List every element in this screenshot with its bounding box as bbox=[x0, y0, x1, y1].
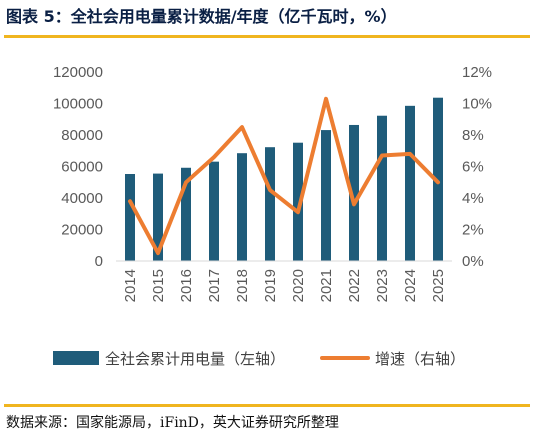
chart-title: 图表 5：全社会用电量累计数据/年度（亿千瓦时，%） bbox=[6, 7, 397, 26]
bar bbox=[321, 130, 331, 261]
x-axis-tick: 2021 bbox=[318, 269, 335, 302]
right-axis-tick: 8% bbox=[462, 127, 484, 144]
right-axis: 0% 2% 4% 6% 8% 10% 12% bbox=[462, 64, 492, 270]
source-note: 数据来源：国家能源局，iFinD，英大证券研究所整理 bbox=[6, 415, 339, 431]
source-divider bbox=[4, 404, 530, 407]
left-axis-tick: 60000 bbox=[61, 159, 103, 176]
x-axis-tick: 2019 bbox=[262, 269, 279, 302]
right-axis-tick: 12% bbox=[462, 64, 492, 81]
bar bbox=[237, 153, 247, 261]
x-axis-tick: 2025 bbox=[430, 269, 447, 302]
x-axis-tick: 2016 bbox=[178, 269, 195, 302]
legend-line-label: 增速（右轴） bbox=[375, 350, 465, 368]
bar bbox=[433, 97, 443, 261]
right-axis-tick: 4% bbox=[462, 190, 484, 207]
bar bbox=[377, 115, 387, 261]
line-series bbox=[128, 96, 440, 256]
left-axis-tick: 40000 bbox=[61, 190, 103, 207]
x-axis-tick: 2022 bbox=[346, 269, 363, 302]
bar bbox=[209, 161, 219, 261]
x-axis: 2014 2015 2016 2017 2018 2019 2020 2021 2022 2023… bbox=[122, 269, 447, 302]
right-axis-tick: 10% bbox=[462, 96, 492, 113]
left-axis-tick: 80000 bbox=[61, 127, 103, 144]
left-axis: 0 20000 40000 60000 80000 100000 120000 bbox=[53, 64, 103, 270]
x-axis-tick: 2024 bbox=[402, 269, 419, 302]
bar-series bbox=[125, 97, 443, 261]
left-axis-tick: 100000 bbox=[53, 96, 103, 113]
bar bbox=[181, 167, 191, 261]
x-axis-tick: 2023 bbox=[374, 269, 391, 302]
x-axis-tick: 2018 bbox=[234, 269, 251, 302]
bar bbox=[293, 142, 303, 261]
right-axis-tick: 0% bbox=[462, 253, 484, 270]
bar bbox=[405, 105, 415, 261]
title-divider bbox=[4, 35, 530, 38]
x-axis-tick: 2020 bbox=[290, 269, 307, 302]
left-axis-tick: 0 bbox=[95, 253, 103, 270]
x-axis-tick: 2014 bbox=[122, 269, 139, 302]
x-axis-tick: 2017 bbox=[206, 269, 223, 302]
legend-bar-label: 全社会累计用电量（左轴） bbox=[105, 350, 285, 368]
bar bbox=[349, 124, 359, 261]
bar bbox=[153, 173, 163, 261]
bar bbox=[125, 174, 135, 261]
chart: 0 20000 40000 60000 80000 100000 120000 0% 2% 4%… bbox=[53, 64, 492, 368]
bar bbox=[265, 147, 275, 261]
legend: 全社会累计用电量（左轴） 增速（右轴） bbox=[53, 350, 465, 368]
right-axis-tick: 6% bbox=[462, 159, 484, 176]
legend-bar-swatch bbox=[53, 351, 99, 365]
left-axis-tick: 20000 bbox=[61, 222, 103, 239]
x-axis-tick: 2015 bbox=[150, 269, 167, 302]
right-axis-tick: 2% bbox=[462, 222, 484, 239]
left-axis-tick: 120000 bbox=[53, 64, 103, 81]
growth-line bbox=[128, 96, 440, 256]
